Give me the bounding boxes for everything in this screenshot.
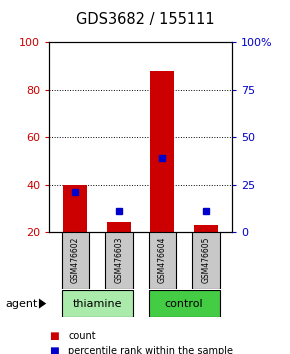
Bar bbox=[64, 184, 87, 232]
Text: percentile rank within the sample: percentile rank within the sample bbox=[68, 346, 233, 354]
Text: count: count bbox=[68, 331, 96, 341]
Text: thiamine: thiamine bbox=[72, 298, 122, 309]
Text: GSM476605: GSM476605 bbox=[201, 237, 211, 284]
Text: control: control bbox=[165, 298, 204, 309]
Text: ■: ■ bbox=[49, 346, 59, 354]
Bar bbox=[62, 290, 133, 317]
Text: ■: ■ bbox=[49, 331, 59, 341]
Bar bbox=[105, 232, 133, 289]
Bar bbox=[192, 232, 220, 289]
Text: agent: agent bbox=[6, 298, 38, 309]
Text: GSM476602: GSM476602 bbox=[71, 237, 80, 284]
Bar bbox=[194, 225, 218, 232]
Bar bbox=[151, 71, 174, 232]
Bar bbox=[149, 232, 176, 289]
Text: GSM476604: GSM476604 bbox=[158, 237, 167, 284]
Text: GDS3682 / 155111: GDS3682 / 155111 bbox=[76, 12, 214, 27]
Bar bbox=[149, 290, 220, 317]
Text: GSM476603: GSM476603 bbox=[114, 237, 124, 284]
Bar bbox=[62, 232, 89, 289]
Bar bbox=[107, 222, 131, 232]
